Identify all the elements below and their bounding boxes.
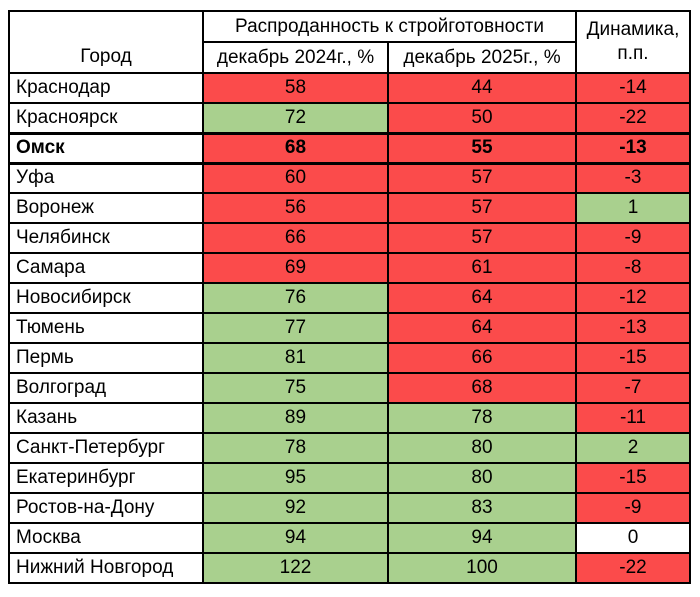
table-row-moscow: Москва 94 94 0 xyxy=(8,522,691,554)
table-row-yekaterinburg: Екатеринбург 95 80 -15 xyxy=(8,462,691,494)
table-header: Город Распроданность к стройготовности Д… xyxy=(8,10,691,74)
table-row-tyumen: Тюмень 77 64 -13 xyxy=(8,312,691,344)
value-2024-cell: 69 xyxy=(202,252,389,284)
value-2025-cell: 100 xyxy=(387,552,577,584)
value-2025-cell: 57 xyxy=(387,162,577,194)
city-cell: Воронеж xyxy=(8,192,204,224)
table-row-krasnodar: Краснодар 58 44 -14 xyxy=(8,72,691,104)
table-row-kazan: Казань 89 78 -11 xyxy=(8,402,691,434)
delta-cell: -11 xyxy=(575,402,691,434)
delta-cell: -15 xyxy=(575,342,691,374)
table-body: Краснодар 58 44 -14 Красноярск 72 50 -22… xyxy=(8,72,691,584)
delta-cell: -22 xyxy=(575,552,691,584)
value-2024-cell: 89 xyxy=(202,402,389,434)
city-cell: Санкт-Петербург xyxy=(8,432,204,464)
table-row-voronezh: Воронеж 56 57 1 xyxy=(8,192,691,224)
table-row-perm: Пермь 81 66 -15 xyxy=(8,342,691,374)
city-cell: Москва xyxy=(8,522,204,554)
delta-cell: -12 xyxy=(575,282,691,314)
value-2025-cell: 61 xyxy=(387,252,577,284)
city-cell: Пермь xyxy=(8,342,204,374)
delta-cell: -13 xyxy=(575,312,691,344)
header-city: Город xyxy=(8,10,204,74)
header-dynamics: Динамика, п.п. xyxy=(575,10,691,74)
value-2025-cell: 80 xyxy=(387,432,577,464)
city-cell: Краснодар xyxy=(8,72,204,104)
value-2024-cell: 77 xyxy=(202,312,389,344)
value-2024-cell: 68 xyxy=(202,131,389,165)
value-2024-cell: 72 xyxy=(202,102,389,134)
table-row-samara: Самара 69 61 -8 xyxy=(8,252,691,284)
value-2024-cell: 56 xyxy=(202,192,389,224)
value-2024-cell: 76 xyxy=(202,282,389,314)
value-2025-cell: 44 xyxy=(387,72,577,104)
value-2024-cell: 94 xyxy=(202,522,389,554)
value-2025-cell: 57 xyxy=(387,222,577,254)
table-row-omsk: Омск 68 55 -13 xyxy=(8,131,691,165)
delta-cell: -7 xyxy=(575,372,691,404)
value-2024-cell: 92 xyxy=(202,492,389,524)
city-cell: Екатеринбург xyxy=(8,462,204,494)
city-cell: Самара xyxy=(8,252,204,284)
header-row-2: декабрь 2024г., % декабрь 2025г., % xyxy=(9,41,690,74)
delta-cell: 2 xyxy=(575,432,691,464)
value-2024-cell: 95 xyxy=(202,462,389,494)
city-cell: Челябинск xyxy=(8,222,204,254)
city-cell: Казань xyxy=(8,402,204,434)
delta-cell: 0 xyxy=(575,522,691,554)
value-2025-cell: 57 xyxy=(387,192,577,224)
value-2025-cell: 83 xyxy=(387,492,577,524)
value-2025-cell: 68 xyxy=(387,372,577,404)
header-dec-2025: декабрь 2025г., % xyxy=(387,41,577,74)
city-cell: Нижний Новгород xyxy=(8,552,204,584)
table-row-ufa: Уфа 60 57 -3 xyxy=(8,162,691,194)
city-cell: Омск xyxy=(8,131,204,165)
page: Город Распроданность к стройготовности Д… xyxy=(8,10,691,584)
delta-cell: 1 xyxy=(575,192,691,224)
delta-cell: -22 xyxy=(575,102,691,134)
header-group: Распроданность к стройготовности xyxy=(202,10,577,43)
delta-cell: -8 xyxy=(575,252,691,284)
city-cell: Красноярск xyxy=(8,102,204,134)
header-dec-2024: декабрь 2024г., % xyxy=(202,41,389,74)
table-row-nizhny-novgorod: Нижний Новгород 122 100 -22 xyxy=(8,552,691,584)
value-2025-cell: 64 xyxy=(387,312,577,344)
header-row-1: Город Распроданность к стройготовности Д… xyxy=(8,10,691,74)
value-2025-cell: 64 xyxy=(387,282,577,314)
table-row-novosibirsk: Новосибирск 76 64 -12 xyxy=(8,282,691,314)
delta-cell: -13 xyxy=(575,131,691,165)
table-row-chelyabinsk: Челябинск 66 57 -9 xyxy=(8,222,691,254)
value-2025-cell: 80 xyxy=(387,462,577,494)
city-cell: Тюмень xyxy=(8,312,204,344)
value-2024-cell: 60 xyxy=(202,162,389,194)
value-2025-cell: 66 xyxy=(387,342,577,374)
value-2024-cell: 75 xyxy=(202,372,389,404)
table-row-volgograd: Волгоград 75 68 -7 xyxy=(8,372,691,404)
delta-cell: -9 xyxy=(575,222,691,254)
value-2024-cell: 81 xyxy=(202,342,389,374)
value-2024-cell: 122 xyxy=(202,552,389,584)
value-2024-cell: 66 xyxy=(202,222,389,254)
value-2025-cell: 55 xyxy=(387,131,577,165)
value-2025-cell: 50 xyxy=(387,102,577,134)
table-row-rostov-na-donu: Ростов-на-Дону 92 83 -9 xyxy=(8,492,691,524)
table-row-saint-petersburg: Санкт-Петербург 78 80 2 xyxy=(8,432,691,464)
delta-cell: -9 xyxy=(575,492,691,524)
city-cell: Уфа xyxy=(8,162,204,194)
delta-cell: -3 xyxy=(575,162,691,194)
city-cell: Ростов-на-Дону xyxy=(8,492,204,524)
city-cell: Новосибирск xyxy=(8,282,204,314)
value-2024-cell: 58 xyxy=(202,72,389,104)
value-2025-cell: 94 xyxy=(387,522,577,554)
delta-cell: -14 xyxy=(575,72,691,104)
value-2024-cell: 78 xyxy=(202,432,389,464)
table-row-krasnoyarsk: Красноярск 72 50 -22 xyxy=(8,102,691,134)
sales-readiness-table: Город Распроданность к стройготовности Д… xyxy=(8,10,691,584)
city-cell: Волгоград xyxy=(8,372,204,404)
delta-cell: -15 xyxy=(575,462,691,494)
value-2025-cell: 78 xyxy=(387,402,577,434)
